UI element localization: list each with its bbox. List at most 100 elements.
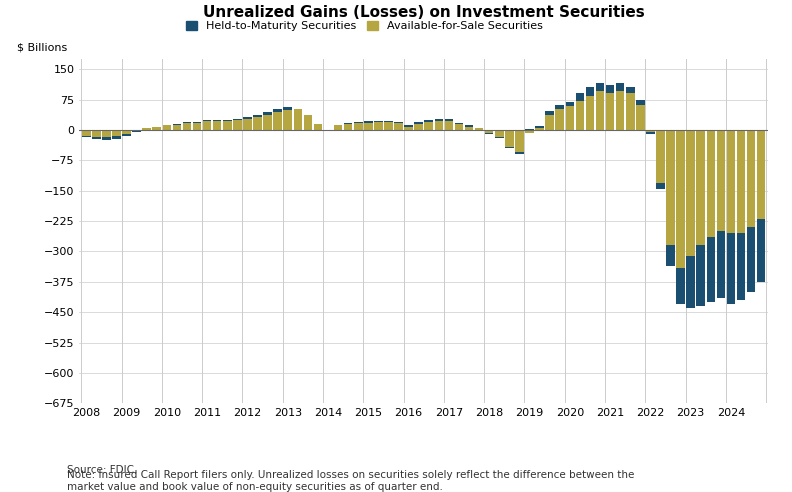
Bar	[394, 122, 403, 123]
Bar	[687, 255, 695, 308]
Bar	[696, 130, 705, 246]
Bar	[535, 128, 544, 130]
Bar	[585, 95, 594, 130]
Bar	[324, 130, 333, 131]
Bar	[112, 136, 120, 139]
Bar	[616, 92, 624, 130]
Bar	[223, 120, 231, 121]
Text: Source: FDIC.: Source: FDIC.	[67, 465, 138, 475]
Bar	[687, 130, 695, 255]
Bar	[143, 128, 151, 130]
Bar	[253, 115, 262, 117]
Bar	[122, 130, 131, 134]
Bar	[455, 123, 463, 124]
Bar	[546, 115, 554, 130]
Bar	[737, 233, 745, 300]
Bar	[405, 127, 413, 130]
Bar	[585, 87, 594, 95]
Bar	[294, 109, 302, 130]
Bar	[233, 120, 242, 130]
Bar	[606, 85, 615, 93]
Bar	[515, 152, 524, 154]
Bar	[425, 122, 433, 130]
Bar	[706, 237, 715, 302]
Bar	[576, 101, 584, 130]
Bar	[455, 124, 463, 130]
Bar	[223, 121, 231, 130]
Bar	[475, 127, 483, 128]
Bar	[333, 125, 342, 130]
Bar	[354, 122, 363, 123]
Bar	[636, 105, 645, 130]
Bar	[425, 120, 433, 122]
Bar	[717, 231, 725, 298]
Bar	[555, 105, 564, 109]
Bar	[102, 130, 111, 137]
Bar	[475, 128, 483, 130]
Bar	[384, 122, 393, 130]
Bar	[495, 130, 504, 137]
Bar	[757, 130, 766, 219]
Text: $ Billions: $ Billions	[17, 42, 67, 52]
Bar	[344, 123, 352, 124]
Bar	[192, 123, 201, 130]
Bar	[414, 122, 423, 124]
Bar	[374, 122, 383, 130]
Bar	[515, 130, 524, 152]
Bar	[173, 124, 181, 130]
Bar	[263, 112, 272, 115]
Bar	[192, 122, 201, 123]
Bar	[696, 246, 705, 306]
Bar	[706, 130, 715, 237]
Bar	[616, 83, 624, 92]
Bar	[384, 121, 393, 122]
Bar	[82, 136, 90, 137]
Bar	[717, 130, 725, 231]
Bar	[495, 137, 504, 138]
Bar	[485, 130, 493, 133]
Bar	[364, 122, 372, 123]
Bar	[364, 123, 372, 130]
Bar	[303, 130, 312, 131]
Bar	[213, 121, 222, 130]
Bar	[203, 120, 211, 121]
Bar	[747, 227, 756, 292]
Bar	[565, 101, 574, 106]
Bar	[203, 121, 211, 130]
Text: Note: Insured Call Report filers only. Unrealized losses on securities solely re: Note: Insured Call Report filers only. U…	[67, 470, 634, 492]
Bar	[656, 130, 664, 183]
Bar	[132, 130, 141, 131]
Bar	[737, 130, 745, 233]
Bar	[596, 92, 604, 130]
Bar	[294, 130, 302, 131]
Bar	[273, 112, 282, 130]
Bar	[213, 120, 222, 121]
Bar	[606, 93, 615, 130]
Bar	[122, 134, 131, 136]
Bar	[525, 129, 534, 130]
Bar	[243, 119, 252, 130]
Bar	[405, 125, 413, 127]
Bar	[565, 106, 574, 130]
Bar	[92, 137, 101, 139]
Bar	[303, 115, 312, 130]
Bar	[112, 130, 120, 136]
Bar	[465, 125, 474, 127]
Bar	[92, 130, 101, 137]
Bar	[525, 130, 534, 133]
Bar	[394, 123, 403, 130]
Bar	[162, 125, 171, 130]
Bar	[82, 130, 90, 136]
Bar	[646, 130, 655, 132]
Bar	[263, 115, 272, 130]
Bar	[626, 87, 634, 93]
Bar	[253, 117, 262, 130]
Bar	[676, 268, 685, 304]
Bar	[636, 100, 645, 105]
Bar	[757, 219, 766, 282]
Bar	[102, 137, 111, 140]
Bar	[727, 130, 735, 233]
Bar	[153, 127, 161, 130]
Bar	[727, 233, 735, 304]
Bar	[555, 109, 564, 130]
